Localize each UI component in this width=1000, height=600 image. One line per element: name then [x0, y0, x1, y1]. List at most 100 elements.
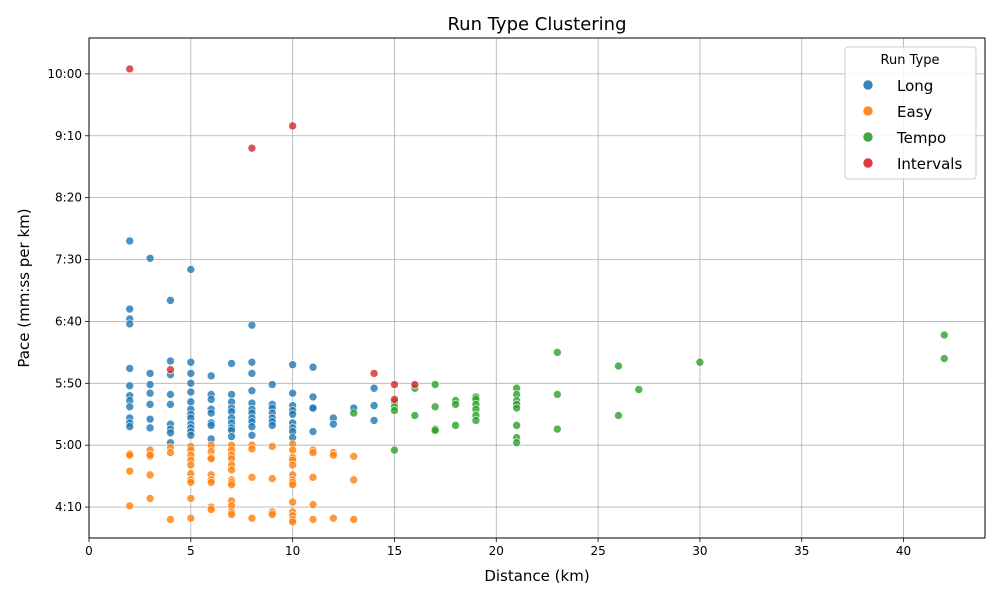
point-easy: [186, 460, 196, 470]
point-long: [267, 421, 277, 430]
point-long: [145, 380, 155, 389]
point-easy: [329, 450, 338, 460]
x-tick-label: 25: [590, 544, 605, 558]
x-axis-label: Distance (km): [484, 567, 589, 585]
point-long: [227, 390, 236, 399]
point-easy: [329, 513, 338, 523]
point-easy: [267, 510, 277, 519]
point-long: [288, 409, 297, 419]
point-easy: [145, 470, 155, 480]
point-easy: [125, 450, 135, 460]
point-tempo: [430, 402, 440, 412]
point-tempo: [939, 330, 949, 340]
y-tick-label: 6:40: [55, 314, 82, 328]
point-long: [247, 386, 257, 396]
point-long: [247, 430, 257, 440]
point-long: [125, 304, 135, 314]
point-long: [125, 236, 135, 246]
point-easy: [186, 494, 196, 503]
chart-title: Run Type Clustering: [447, 14, 626, 35]
legend-marker-tempo: [862, 131, 874, 143]
x-tick-label: 20: [489, 544, 504, 558]
point-long: [186, 397, 196, 407]
point-long: [166, 400, 175, 409]
point-easy: [288, 480, 297, 490]
point-long: [125, 402, 135, 412]
point-tempo: [614, 411, 623, 420]
point-long: [145, 388, 155, 398]
point-long: [166, 296, 175, 305]
x-tick-label: 10: [285, 544, 300, 558]
legend-marker-long: [862, 79, 874, 91]
point-tempo: [553, 424, 562, 434]
legend-title: Run Type: [881, 53, 940, 68]
point-long: [145, 423, 155, 433]
point-easy: [349, 515, 359, 524]
point-long: [288, 388, 297, 398]
point-long: [267, 380, 277, 389]
point-easy: [247, 473, 257, 482]
point-intervals: [247, 143, 257, 153]
data-points: [125, 64, 949, 527]
x-tick-label: 40: [896, 544, 911, 558]
point-long: [125, 381, 135, 391]
point-easy: [206, 505, 216, 514]
point-intervals: [390, 380, 399, 389]
point-long: [166, 428, 175, 438]
point-long: [206, 371, 216, 381]
point-long: [125, 364, 135, 373]
point-long: [125, 319, 135, 329]
x-tick-label: 15: [387, 544, 402, 558]
legend: Run Type Long Easy Tempo Intervals: [844, 46, 977, 180]
point-easy: [267, 474, 277, 483]
point-long: [125, 422, 135, 431]
point-long: [247, 357, 257, 367]
point-easy: [247, 513, 257, 523]
point-long: [308, 427, 318, 436]
point-easy: [349, 475, 359, 485]
point-tempo: [451, 400, 460, 409]
y-tick-label: 8:20: [55, 191, 82, 205]
point-easy: [186, 513, 196, 523]
point-tempo: [553, 348, 562, 357]
point-tempo: [512, 403, 521, 413]
point-long: [227, 359, 236, 368]
y-tick-label: 5:50: [55, 376, 82, 390]
point-intervals: [288, 121, 297, 131]
point-long: [186, 387, 196, 397]
point-easy: [125, 501, 135, 511]
point-easy: [186, 478, 196, 487]
point-tempo: [695, 357, 705, 367]
point-intervals: [125, 64, 135, 74]
point-long: [145, 253, 155, 263]
point-intervals: [166, 365, 175, 374]
plot-frame: [88, 37, 986, 539]
point-long: [308, 362, 318, 372]
point-long: [308, 392, 318, 402]
point-easy: [227, 510, 236, 519]
legend-box: [844, 46, 977, 180]
point-easy: [145, 494, 155, 503]
point-easy: [206, 478, 216, 487]
point-long: [369, 416, 379, 425]
x-tick-label: 5: [187, 544, 195, 558]
point-tempo: [614, 361, 623, 371]
point-long: [247, 369, 257, 378]
point-intervals: [390, 395, 399, 404]
point-easy: [308, 515, 318, 524]
point-long: [206, 395, 216, 404]
point-easy: [288, 497, 297, 507]
point-long: [186, 357, 196, 367]
y-tick-label: 7:30: [55, 253, 82, 267]
point-easy: [308, 473, 318, 482]
point-tempo: [512, 421, 521, 430]
point-tempo: [553, 390, 562, 399]
axis-ticks: 0 5 10 15 20 25 30 35 40 4:10 5:00 5:50 6:40 7:30 8:20…: [47, 67, 911, 558]
point-long: [206, 421, 216, 430]
point-long: [369, 401, 379, 410]
point-long: [329, 419, 338, 429]
point-tempo: [939, 354, 949, 363]
point-easy: [166, 448, 175, 457]
point-intervals: [410, 380, 420, 389]
